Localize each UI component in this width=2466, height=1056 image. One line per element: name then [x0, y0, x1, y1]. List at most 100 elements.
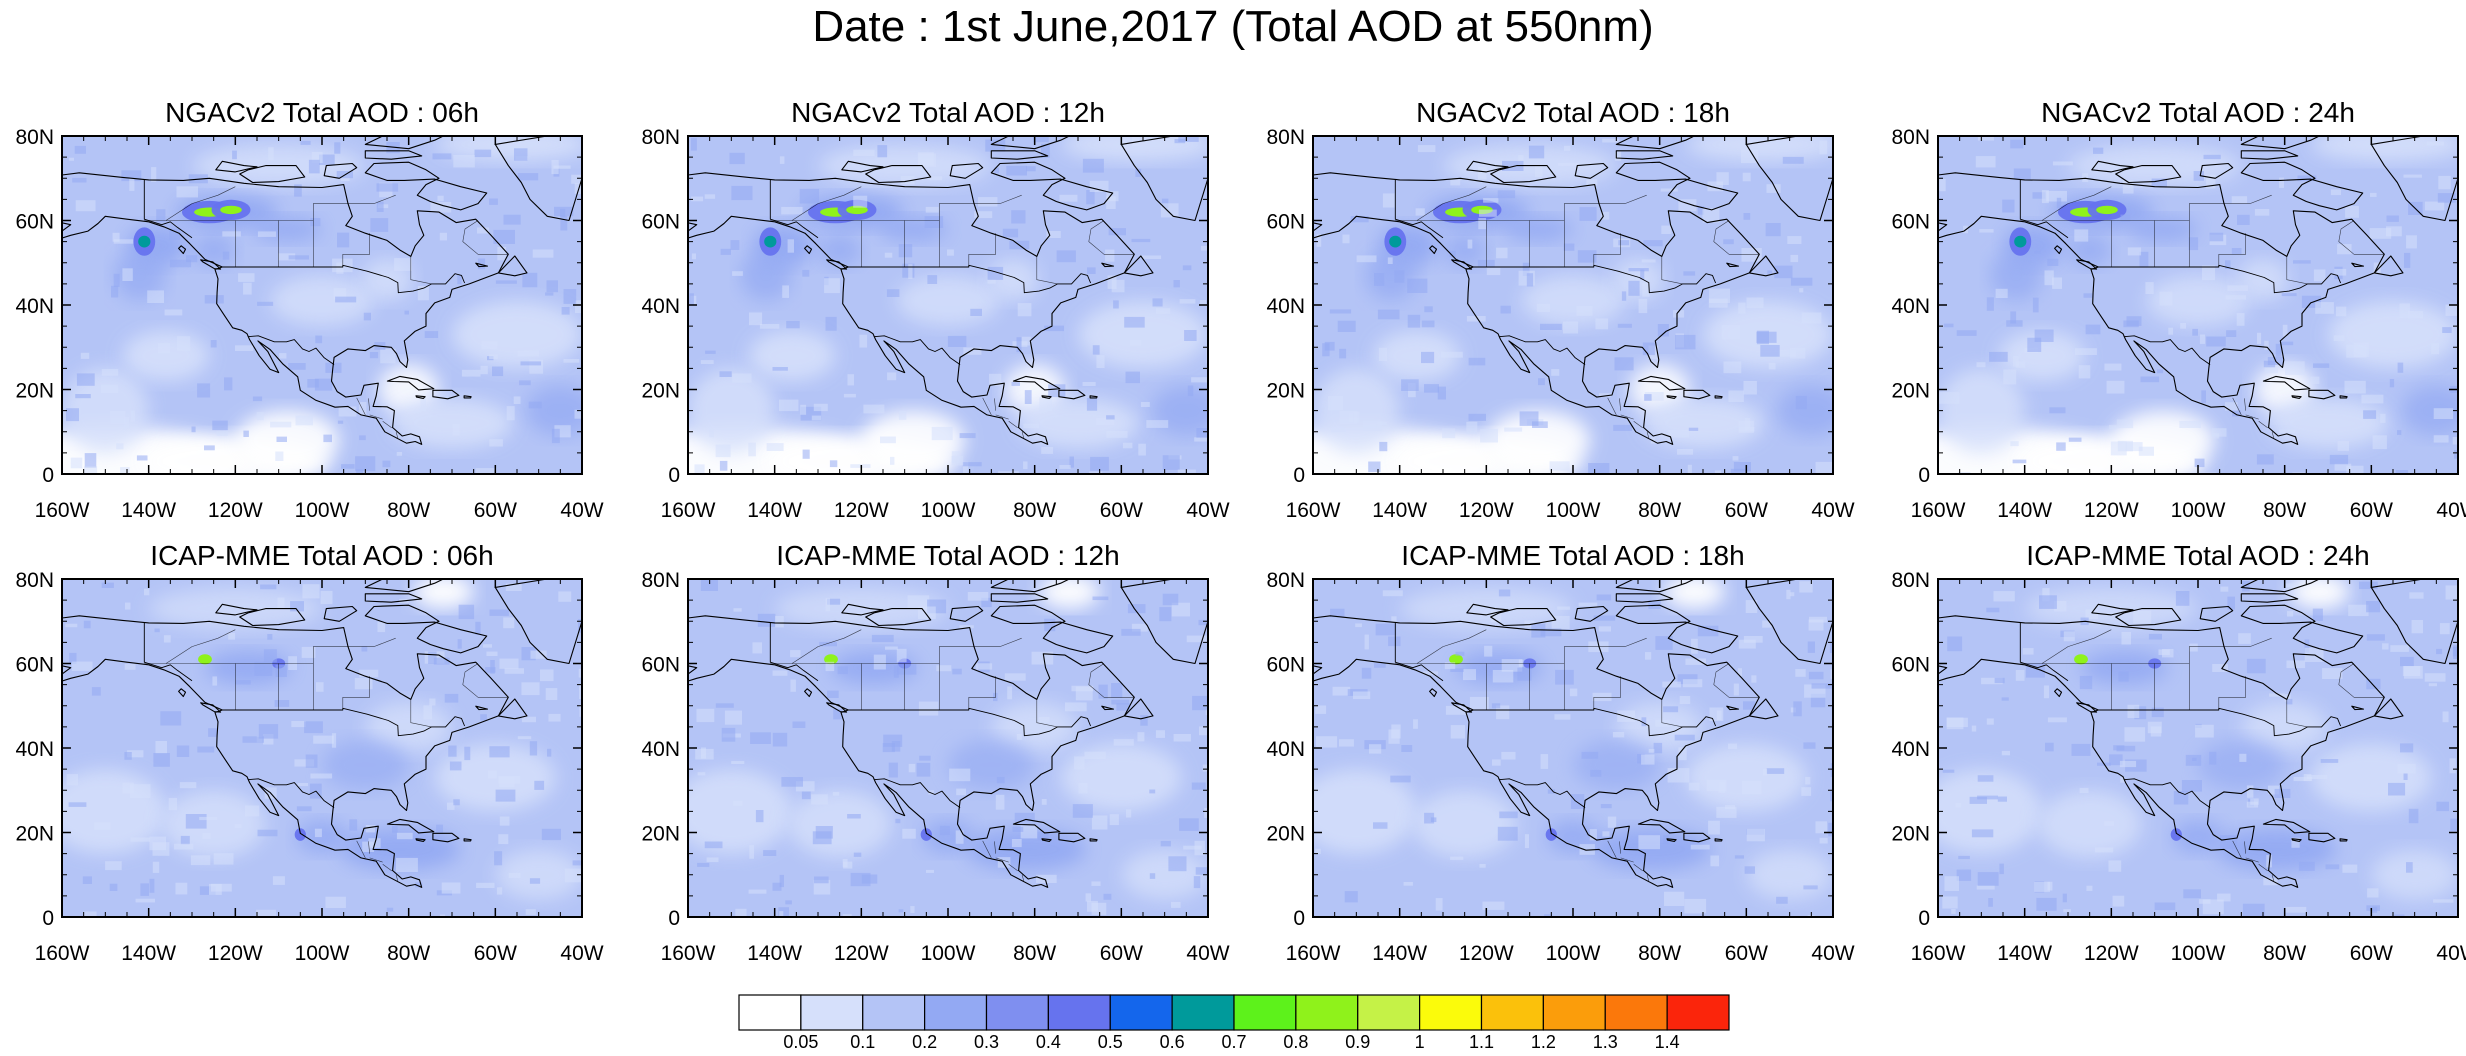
colorbar-label: 0.5	[1098, 1032, 1123, 1052]
colorbar-label: 1.3	[1593, 1032, 1618, 1052]
colorbar-swatch	[800, 994, 864, 1031]
lat-tick-label: 80N	[1266, 126, 1305, 149]
colorbar-label: 1	[1415, 1032, 1425, 1052]
lon-tick-label: 40W	[2436, 942, 2466, 965]
panel-title: NGACv2 Total AOD : 12h	[791, 97, 1105, 128]
lon-tick-label: 40W	[1811, 942, 1854, 965]
colorbar-swatch	[738, 994, 802, 1031]
colorbar-swatch	[1666, 994, 1730, 1031]
colorbar-label: 0.7	[1221, 1032, 1246, 1052]
lon-tick-label: 60W	[474, 942, 517, 965]
lat-tick-label: 80N	[641, 126, 680, 149]
lon-tick-label: 60W	[2350, 942, 2393, 965]
colorbar-swatch	[1047, 994, 1111, 1031]
lon-tick-label: 80W	[1013, 499, 1056, 522]
colorbar-label: 0.05	[783, 1032, 818, 1052]
lon-tick-label: 60W	[1100, 942, 1143, 965]
lat-tick-label: 80N	[1891, 126, 1930, 149]
lon-tick-label: 140W	[1372, 499, 1427, 522]
lon-tick-label: 60W	[1725, 942, 1768, 965]
lon-tick-label: 60W	[1100, 499, 1143, 522]
colorbar-swatch	[924, 994, 988, 1031]
colorbar-label: 0.8	[1283, 1032, 1308, 1052]
lat-tick-label: 80N	[15, 126, 54, 149]
lon-tick-label: 100W	[2171, 942, 2226, 965]
lat-tick-label: 60N	[15, 211, 54, 234]
lat-tick-label: 40N	[641, 738, 680, 761]
lon-tick-label: 120W	[208, 942, 263, 965]
map-panel: NGACv2 Total AOD : 06h 0 20N 40N 60N 80N 160W 1…	[15, 97, 603, 522]
colorbar-label: 1.1	[1469, 1032, 1494, 1052]
lon-tick-label: 120W	[208, 499, 263, 522]
lon-tick-label: 160W	[1911, 499, 1966, 522]
lon-tick-label: 100W	[921, 942, 976, 965]
lat-tick-label: 40N	[1891, 295, 1930, 318]
lat-tick-label: 60N	[1266, 211, 1305, 234]
map-panel: NGACv2 Total AOD : 24h 0 20N 40N 60N 80N 160W 1…	[1891, 97, 2466, 522]
lat-tick-label: 60N	[15, 654, 54, 677]
colorbar-swatch	[1542, 994, 1606, 1031]
map-panel: NGACv2 Total AOD : 18h 0 20N 40N 60N 80N 160W 1…	[1266, 97, 1854, 522]
lon-tick-label: 100W	[921, 499, 976, 522]
colorbar-label: 0.2	[912, 1032, 937, 1052]
lon-tick-label: 60W	[1725, 499, 1768, 522]
colorbar-swatch	[1233, 994, 1297, 1031]
colorbar-swatch	[985, 994, 1049, 1031]
lat-tick-label: 60N	[1891, 654, 1930, 677]
colorbar-swatch	[1171, 994, 1235, 1031]
map-panel: ICAP-MME Total AOD : 12h 0 20N 40N 60N 80N 160…	[641, 540, 1229, 965]
lon-tick-label: 160W	[661, 499, 716, 522]
lat-tick-label: 40N	[1266, 738, 1305, 761]
lat-tick-label: 20N	[15, 380, 54, 403]
lon-tick-label: 120W	[2084, 942, 2139, 965]
lat-tick-label: 20N	[1891, 823, 1930, 846]
lat-tick-label: 80N	[641, 569, 680, 592]
lon-tick-label: 80W	[387, 499, 430, 522]
panel-title: ICAP-MME Total AOD : 06h	[150, 540, 493, 571]
lon-tick-label: 120W	[834, 942, 889, 965]
lon-tick-label: 140W	[121, 942, 176, 965]
lon-tick-label: 160W	[35, 942, 90, 965]
lat-tick-label: 40N	[641, 295, 680, 318]
colorbar-label: 1.2	[1531, 1032, 1556, 1052]
lat-tick-label: 20N	[1266, 823, 1305, 846]
lat-tick-label: 0	[42, 464, 54, 487]
colorbar-swatch	[1357, 994, 1421, 1031]
lon-tick-label: 120W	[1459, 499, 1514, 522]
lat-tick-label: 40N	[1891, 738, 1930, 761]
lon-tick-label: 80W	[387, 942, 430, 965]
lon-tick-label: 40W	[2436, 499, 2466, 522]
colorbar-label: 0.1	[850, 1032, 875, 1052]
lon-tick-label: 100W	[295, 942, 350, 965]
lat-tick-label: 0	[1293, 464, 1305, 487]
lat-tick-label: 40N	[1266, 295, 1305, 318]
lon-tick-label: 80W	[1638, 942, 1681, 965]
panel-title: ICAP-MME Total AOD : 24h	[2026, 540, 2369, 571]
colorbar-label: 0.9	[1345, 1032, 1370, 1052]
lon-tick-label: 140W	[1997, 499, 2052, 522]
lon-tick-label: 80W	[2263, 499, 2306, 522]
lat-tick-label: 0	[1918, 907, 1930, 930]
map-panel: NGACv2 Total AOD : 12h 0 20N 40N 60N 80N 160W 1…	[641, 97, 1229, 522]
lon-tick-label: 160W	[35, 499, 90, 522]
lon-tick-label: 160W	[661, 942, 716, 965]
lat-tick-label: 40N	[15, 738, 54, 761]
colorbar-label: 0.3	[974, 1032, 999, 1052]
lon-tick-label: 80W	[2263, 942, 2306, 965]
lat-tick-label: 0	[668, 907, 680, 930]
map-panel: ICAP-MME Total AOD : 06h 0 20N 40N 60N 80N 160…	[15, 540, 603, 965]
lat-tick-label: 60N	[1266, 654, 1305, 677]
lat-tick-label: 60N	[641, 211, 680, 234]
lon-tick-label: 60W	[474, 499, 517, 522]
lon-tick-label: 40W	[560, 942, 603, 965]
lon-tick-label: 140W	[121, 499, 176, 522]
lon-tick-label: 40W	[1186, 499, 1229, 522]
lat-tick-label: 20N	[641, 823, 680, 846]
lat-tick-label: 80N	[1266, 569, 1305, 592]
colorbar-swatch	[1295, 994, 1359, 1031]
lon-tick-label: 80W	[1638, 499, 1681, 522]
lon-tick-label: 140W	[1372, 942, 1427, 965]
colorbar: 0.05 0.1 0.2 0.3 0.4 0.5 0.6 0.7 0.8 0.9 1 1.1 1.2 1.…	[738, 994, 1730, 1052]
lat-tick-label: 60N	[1891, 211, 1930, 234]
